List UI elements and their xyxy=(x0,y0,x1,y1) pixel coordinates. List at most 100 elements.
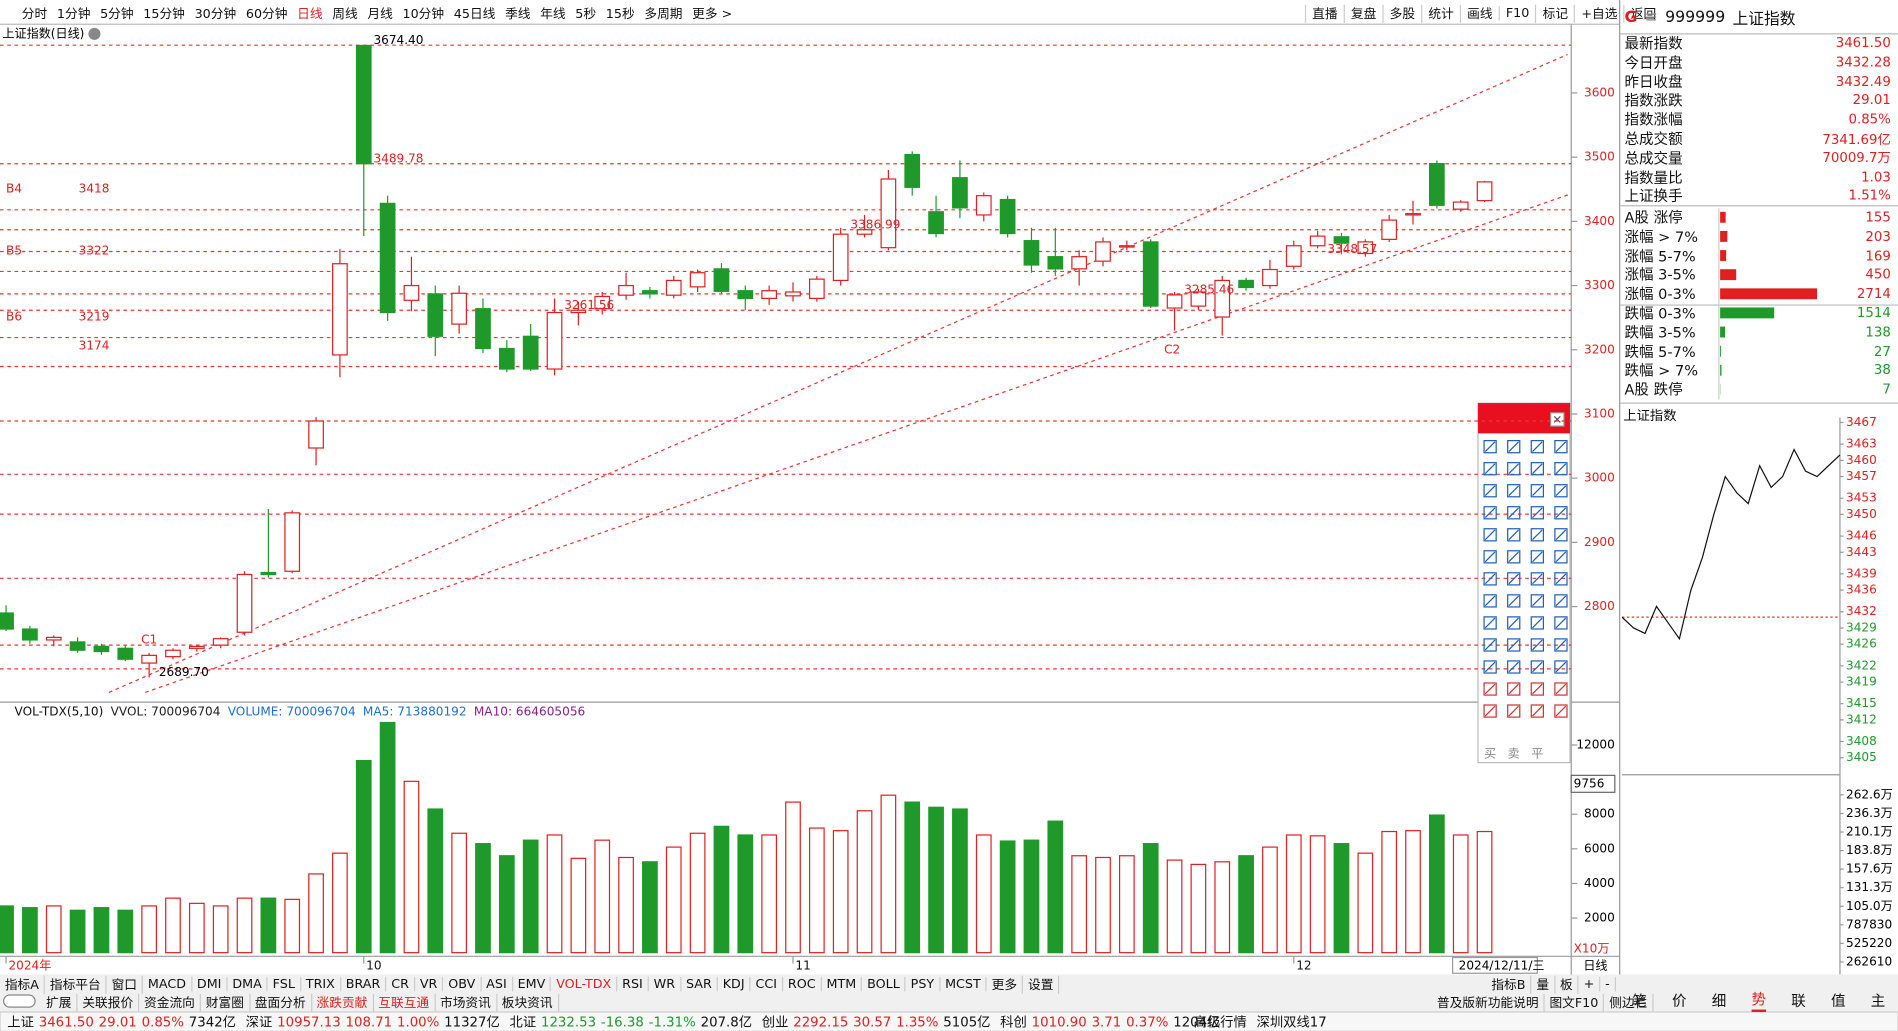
tool-icon[interactable] xyxy=(1507,616,1521,630)
action-button[interactable]: F10 xyxy=(1498,6,1536,21)
bottom-tab[interactable]: 普及版新功能说明 xyxy=(1432,993,1545,1012)
action-button[interactable]: 统计 xyxy=(1421,4,1460,23)
period-button[interactable]: 1分钟 xyxy=(56,6,91,22)
tool-icon[interactable] xyxy=(1483,440,1497,454)
tool-icon[interactable] xyxy=(1530,704,1544,718)
indicator-tab[interactable]: + xyxy=(1579,976,1601,992)
tool-icon[interactable] xyxy=(1483,484,1497,498)
tool-icon[interactable] xyxy=(1530,440,1544,454)
bottom-tab[interactable]: 盘面分析 xyxy=(250,993,312,1012)
period-button[interactable]: 10分钟 xyxy=(402,6,445,22)
period-button[interactable]: 45日线 xyxy=(453,6,496,22)
period-button[interactable]: 15秒 xyxy=(605,6,635,22)
tool-icon[interactable] xyxy=(1507,660,1521,674)
bottom-tab[interactable]: 扩展 xyxy=(41,993,78,1012)
tool-icon[interactable] xyxy=(1507,704,1521,718)
tool-icon[interactable] xyxy=(1507,440,1521,454)
action-button[interactable]: 多股 xyxy=(1382,4,1421,23)
indicator-tab[interactable]: CCI xyxy=(751,976,784,992)
tool-icon[interactable] xyxy=(1554,616,1568,630)
bottom-tab[interactable]: 资金流向 xyxy=(139,993,201,1012)
tool-icon[interactable] xyxy=(1554,704,1568,718)
bottom-tab[interactable]: 涨跌贡献 xyxy=(312,993,374,1012)
action-button[interactable]: 画线 xyxy=(1459,4,1499,23)
indicator-tab[interactable]: 指标平台 xyxy=(45,975,107,994)
indicator-tab[interactable]: 指标B xyxy=(1486,975,1532,994)
tool-icon[interactable] xyxy=(1554,506,1568,520)
trade-button[interactable]: 平 xyxy=(1531,747,1543,761)
tool-icon[interactable] xyxy=(1507,572,1521,586)
period-button[interactable]: 60分钟 xyxy=(245,6,288,22)
status-link[interactable]: 高级行情 xyxy=(1193,1014,1247,1031)
period-button[interactable]: 多周期 xyxy=(644,6,683,22)
indicator-tab[interactable]: - xyxy=(1600,976,1616,992)
bottom-tab[interactable]: 图文F10 xyxy=(1545,993,1605,1012)
trade-button[interactable]: 买 xyxy=(1484,747,1496,761)
indicator-tab[interactable]: EMV xyxy=(513,976,552,992)
period-button[interactable]: 周线 xyxy=(332,6,358,22)
indicator-tab[interactable]: 更多 xyxy=(987,975,1024,994)
tool-icon[interactable] xyxy=(1483,660,1497,674)
period-button[interactable]: 季线 xyxy=(505,6,531,22)
title-menu-icon[interactable] xyxy=(88,27,101,40)
tool-icon[interactable] xyxy=(1554,462,1568,476)
tool-icon[interactable] xyxy=(1483,616,1497,630)
side-tab[interactable]: 联 xyxy=(1791,992,1806,1009)
tool-icon[interactable] xyxy=(1530,528,1544,542)
toggle[interactable] xyxy=(3,994,36,1008)
indicator-tab[interactable]: MCST xyxy=(940,976,987,992)
side-tab[interactable]: 笔 xyxy=(1632,992,1647,1009)
indicator-tab[interactable]: MACD xyxy=(143,976,193,992)
indicator-tab[interactable]: CR xyxy=(386,976,415,992)
indicator-tab[interactable]: MTM xyxy=(822,976,863,992)
tool-icon[interactable] xyxy=(1530,660,1544,674)
tool-icon[interactable] xyxy=(1483,528,1497,542)
bottom-tab[interactable]: 市场资讯 xyxy=(435,993,497,1012)
tool-icon[interactable] xyxy=(1554,550,1568,564)
tool-icon[interactable] xyxy=(1507,550,1521,564)
period-button[interactable]: 更多 > xyxy=(692,6,733,22)
tool-icon[interactable] xyxy=(1530,572,1544,586)
tool-icon[interactable] xyxy=(1554,660,1568,674)
side-tab[interactable]: 值 xyxy=(1831,992,1846,1009)
tool-icon[interactable] xyxy=(1554,528,1568,542)
tool-icon[interactable] xyxy=(1530,616,1544,630)
indicator-tab[interactable]: BRAR xyxy=(341,976,387,992)
status-link[interactable]: 深圳双线17 xyxy=(1256,1014,1327,1031)
indicator-tab[interactable]: 指标A xyxy=(0,975,46,994)
tool-icon[interactable] xyxy=(1554,638,1568,652)
period-button[interactable]: 30分钟 xyxy=(194,6,237,22)
action-button[interactable]: 复盘 xyxy=(1343,4,1383,23)
indicator-tab[interactable]: OBV xyxy=(443,976,482,992)
period-button[interactable]: 5秒 xyxy=(575,6,597,22)
indicator-tab[interactable]: VOL-TDX xyxy=(551,976,618,992)
tool-icon[interactable] xyxy=(1507,462,1521,476)
period-button[interactable]: 年线 xyxy=(540,6,566,22)
indicator-tab[interactable]: FSL xyxy=(268,976,301,992)
trade-button[interactable]: 卖 xyxy=(1508,747,1520,761)
action-button[interactable]: 返回 xyxy=(1623,4,1663,23)
tool-icon[interactable] xyxy=(1554,594,1568,608)
action-button[interactable]: +自选 xyxy=(1574,4,1623,23)
tool-icon[interactable] xyxy=(1554,572,1568,586)
indicator-tab[interactable]: ASI xyxy=(481,976,513,992)
tool-icon[interactable] xyxy=(1530,550,1544,564)
bottom-tab[interactable]: 关联报价 xyxy=(77,993,140,1012)
indicator-tab[interactable]: KDJ xyxy=(718,976,751,992)
tool-icon[interactable] xyxy=(1530,682,1544,696)
indicator-tab[interactable]: WR xyxy=(649,976,682,992)
tool-icon[interactable] xyxy=(1483,572,1497,586)
tool-icon[interactable] xyxy=(1554,440,1568,454)
tool-icon[interactable] xyxy=(1507,682,1521,696)
tool-icon[interactable] xyxy=(1530,638,1544,652)
tool-icon[interactable] xyxy=(1530,506,1544,520)
tool-icon[interactable] xyxy=(1507,594,1521,608)
tool-icon[interactable] xyxy=(1483,638,1497,652)
indicator-tab[interactable]: 窗口 xyxy=(107,975,144,994)
tool-icon[interactable] xyxy=(1507,506,1521,520)
bottom-tab[interactable]: 侧边栏 xyxy=(1604,993,1654,1012)
indicator-tab[interactable]: 板 xyxy=(1555,975,1579,994)
tool-icon[interactable] xyxy=(1530,484,1544,498)
indicator-tab[interactable]: PSY xyxy=(906,976,941,992)
indicator-tab[interactable]: 量 xyxy=(1532,975,1556,994)
